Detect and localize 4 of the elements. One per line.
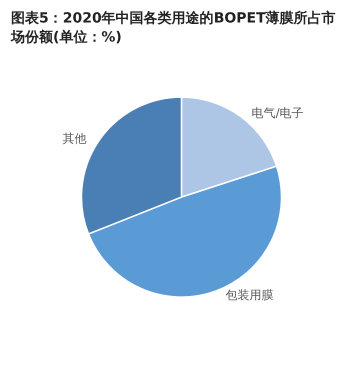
slice-label: 包装用膜 — [226, 288, 274, 302]
slice-label: 其他 — [62, 132, 86, 146]
slice-label: 电气/电子 — [252, 106, 304, 120]
chart-title: 图表5：2020年中国各类用途的BOPET薄膜所占市场份额(单位：%) — [10, 10, 336, 46]
